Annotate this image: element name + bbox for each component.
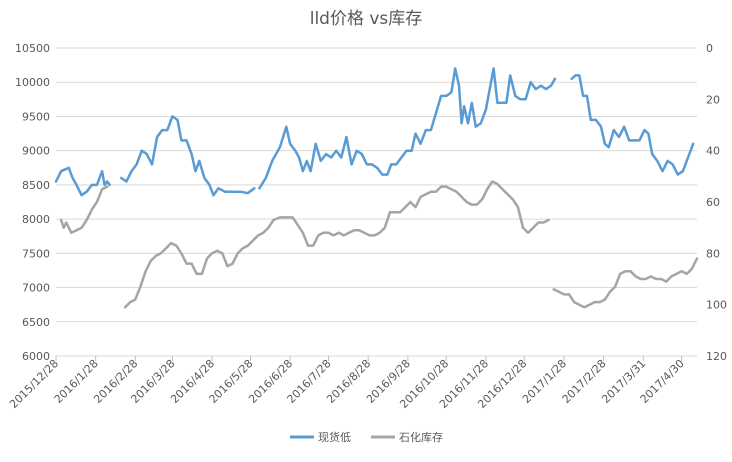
y-right-tick-label: 100	[706, 299, 727, 312]
y-left-tick-label: 8500	[22, 179, 50, 192]
series-line	[54, 166, 111, 197]
y-left-tick-label: 6500	[22, 316, 50, 329]
y-left-tick-label: 9500	[22, 110, 50, 123]
y-left-tick-label: 7000	[22, 282, 50, 295]
legend-item: 现货低	[290, 430, 351, 444]
y-axis-right: 0 20 40 60 80 100 120	[706, 42, 727, 363]
y-right-tick-label: 120	[706, 350, 727, 363]
legend: 现货低 石化库存	[290, 430, 443, 444]
y-right-tick-label: 20	[706, 93, 720, 106]
y-left-tick-label: 7500	[22, 247, 50, 260]
y-left-tick-label: 6000	[22, 350, 50, 363]
y-right-tick-label: 60	[706, 196, 720, 209]
y-right-tick-label: 80	[706, 247, 720, 260]
chart-title: lld价格 vs库存	[310, 9, 423, 29]
series-line	[59, 185, 109, 235]
series-line	[120, 115, 256, 197]
grid-lines	[56, 47, 697, 357]
series-inventory	[59, 180, 699, 309]
series-layer	[54, 67, 699, 309]
y-left-tick-label: 9000	[22, 145, 50, 158]
x-axis: 2015/12/282016/1/282016/2/282016/3/28201…	[7, 356, 687, 411]
y-right-tick-label: 40	[706, 145, 720, 158]
series-price	[54, 67, 695, 197]
y-right-tick-label: 0	[706, 42, 713, 55]
series-line	[552, 257, 699, 309]
y-left-tick-label: 10500	[15, 42, 50, 55]
legend-label: 现货低	[318, 430, 351, 444]
series-line	[123, 180, 550, 309]
y-axis-left: 6000 6500 7000 7500 8000 8500 9000 9500 10000 105…	[15, 42, 50, 363]
y-left-tick-label: 10000	[15, 76, 50, 89]
series-line	[570, 74, 695, 176]
legend-item: 石化库存	[371, 430, 443, 444]
x-tick-label: 2015/12/28	[7, 357, 61, 411]
series-line	[258, 67, 557, 190]
legend-label: 石化库存	[399, 430, 443, 444]
y-left-tick-label: 8000	[22, 213, 50, 226]
